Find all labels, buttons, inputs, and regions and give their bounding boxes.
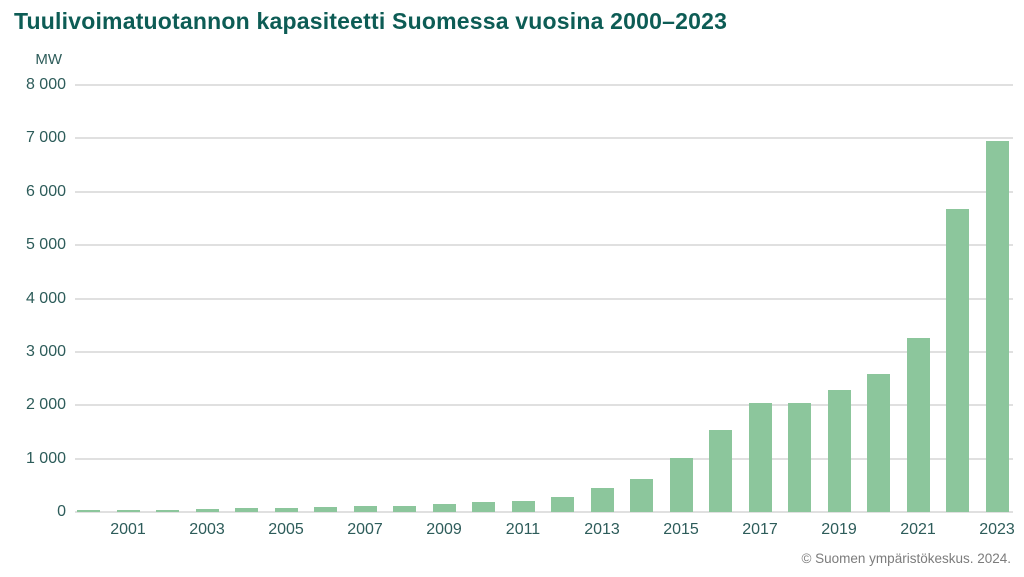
gridline-1000: [75, 457, 1013, 460]
plot-area: [75, 84, 1013, 513]
page-title: Tuulivoimatuotannon kapasiteetti Suomess…: [14, 8, 728, 34]
gridline-0: [75, 511, 1013, 513]
bar-2019: [827, 390, 851, 512]
bar-2008: [393, 505, 416, 512]
y-tick-label-5000: 5 000: [25, 236, 66, 254]
bar-2015: [669, 458, 693, 512]
y-tick-label-2000: 2 000: [25, 396, 66, 414]
x-tick-label-2011: 2011: [505, 521, 541, 538]
y-tick-label-1000: 1 000: [25, 449, 66, 467]
y-axis-unit-label: MW: [35, 51, 62, 68]
bar-2014: [630, 478, 653, 512]
x-tick-label-2005: 2005: [268, 521, 304, 538]
y-tick-label-8000: 8 000: [25, 76, 66, 93]
y-tick-label-6000: 6 000: [25, 182, 66, 200]
bar-2005: [274, 507, 298, 512]
x-tick-label-2007: 2007: [347, 521, 383, 538]
x-tick-label-2019: 2019: [821, 521, 857, 538]
bar-2021: [906, 338, 930, 512]
gridline-8000: [75, 84, 1013, 86]
x-tick-label-2015: 2015: [663, 521, 699, 538]
x-tick-label-2003: 2003: [189, 521, 225, 538]
y-axis: 0 1 000 2 000 3 000 4 000 5 000 6 000 7 000 8 00…: [0, 76, 66, 520]
bar-2006: [314, 507, 337, 512]
bar-2017: [748, 402, 772, 512]
x-tick-label-2021: 2021: [900, 521, 936, 538]
bar-2003: [195, 509, 219, 512]
bar-2004: [235, 507, 258, 512]
bar-2011: [511, 501, 535, 512]
bar-2013: [590, 488, 614, 512]
x-axis: 2001 2003 2005 2007 2009 2011 2013 2015 2017 2019…: [75, 521, 1015, 543]
bar-2023: [985, 141, 1009, 512]
gridline-7000: [75, 137, 1013, 140]
bar-2016: [709, 430, 732, 512]
bar-2000: [77, 509, 100, 512]
bar-2007: [353, 506, 377, 512]
x-tick-label-2013: 2013: [584, 521, 620, 538]
bar-2018: [788, 403, 811, 512]
y-tick-label-3000: 3 000: [25, 342, 66, 360]
gridline-4000: [75, 297, 1013, 300]
x-tick-label-2017: 2017: [742, 521, 778, 538]
bar-2010: [472, 501, 495, 512]
bar-2022: [946, 209, 969, 512]
bar-2009: [432, 504, 456, 512]
bar-2002: [156, 509, 179, 512]
gridline-2000: [75, 404, 1013, 407]
x-tick-label-2023: 2023: [979, 521, 1015, 538]
y-tick-label-7000: 7 000: [25, 129, 66, 147]
x-tick-label-2001: 2001: [110, 521, 146, 538]
gridline-5000: [75, 244, 1013, 247]
bar-2020: [867, 373, 890, 512]
bar-2001: [116, 509, 140, 512]
y-tick-label-0: 0: [57, 503, 66, 520]
gridline-3000: [75, 350, 1013, 353]
x-tick-label-2009: 2009: [426, 521, 462, 538]
y-tick-label-4000: 4 000: [25, 289, 66, 307]
copyright-credit: © Suomen ympäristökeskus. 2024.: [801, 551, 1011, 566]
bar-2012: [551, 496, 574, 512]
gridline-6000: [75, 190, 1013, 193]
